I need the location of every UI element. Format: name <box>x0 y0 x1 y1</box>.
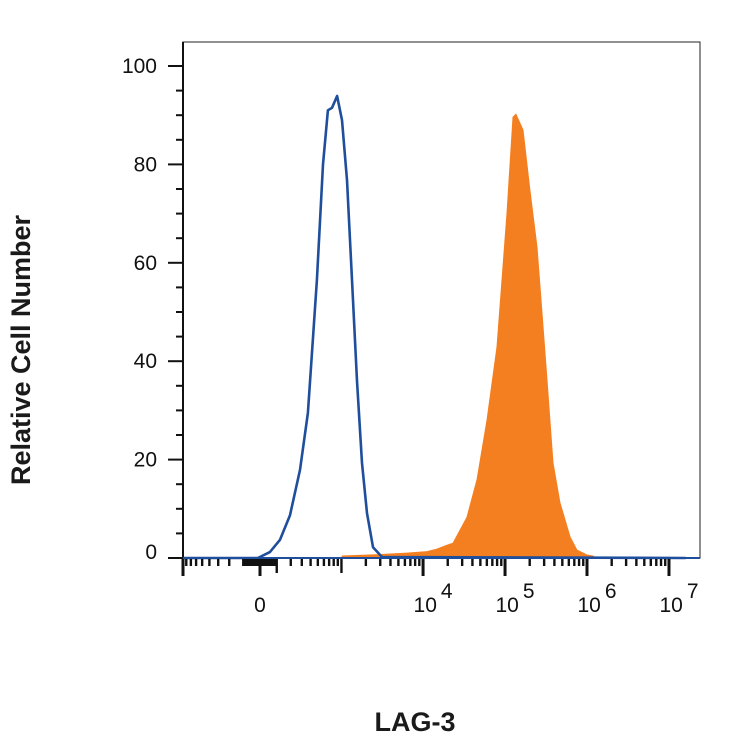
y-axis-ticks <box>168 65 183 559</box>
x-axis-ticks <box>181 557 700 576</box>
x-tick-label-base: 0 <box>254 594 266 617</box>
x-tick-label-base: 10 <box>496 594 519 617</box>
y-axis-tick-labels: 0 20 40 60 80 100 <box>122 55 157 564</box>
x-tick-label-exponent: 6 <box>605 580 617 603</box>
y-axis-title: Relative Cell Number <box>6 214 36 485</box>
x-tick-label-exponent: 5 <box>523 580 535 603</box>
x-tick-label: 0 <box>254 594 266 617</box>
y-tick-label: 0 <box>145 541 157 564</box>
x-tick-label-base: 10 <box>414 594 437 617</box>
y-tick-label: 100 <box>122 55 157 78</box>
outline-histogram-series <box>183 94 686 560</box>
y-tick-label: 20 <box>134 449 157 472</box>
x-tick-label-exponent: 4 <box>441 580 453 603</box>
y-tick-label: 40 <box>134 350 157 373</box>
filled-histogram-series <box>341 113 598 559</box>
x-tick-label: 104 <box>414 580 453 617</box>
plot-frame <box>182 41 701 559</box>
y-tick-label: 80 <box>134 153 157 176</box>
x-tick-label-base: 10 <box>659 594 682 617</box>
x-tick-label: 105 <box>496 580 535 617</box>
series-layer <box>183 94 686 560</box>
y-tick-label: 60 <box>134 252 157 275</box>
x-axis-title: LAG-3 <box>375 707 456 737</box>
x-tick-label: 106 <box>577 580 616 617</box>
x-tick-label: 107 <box>659 580 698 617</box>
x-tick-label-base: 10 <box>577 594 600 617</box>
x-tick-label-exponent: 7 <box>687 580 699 603</box>
